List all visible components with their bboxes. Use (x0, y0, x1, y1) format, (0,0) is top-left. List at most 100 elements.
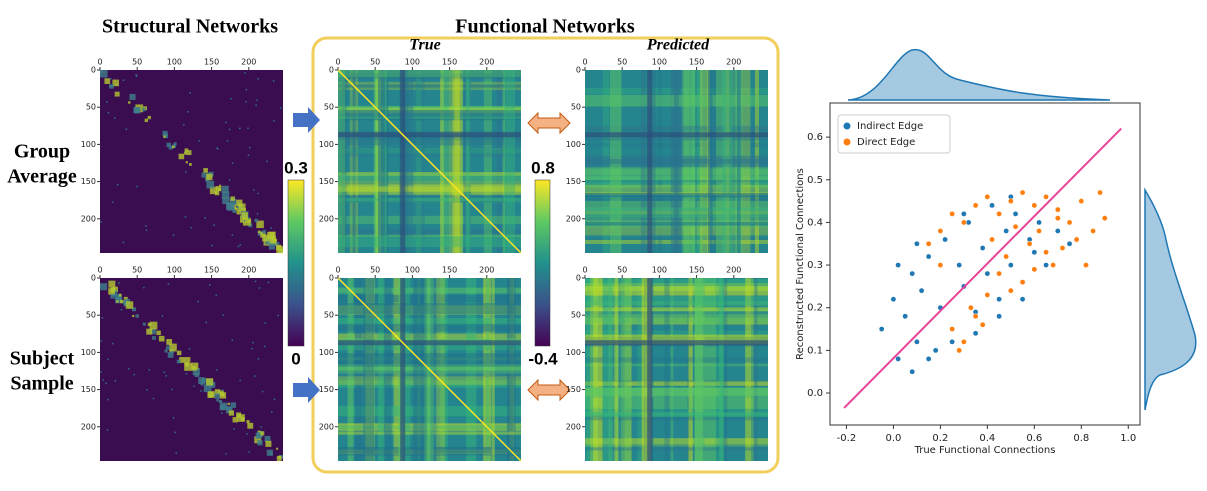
heatmap-band (722, 278, 728, 461)
heatmap-band (402, 278, 411, 461)
heatmap-band (641, 278, 652, 461)
heatmap-cell (100, 221, 102, 223)
heatmap-cell (235, 207, 238, 211)
heatmap-cell (166, 142, 171, 148)
heatmap-tick-label: 200 (726, 266, 741, 275)
point (961, 339, 967, 345)
heatmap-cell (147, 115, 151, 120)
heatmap-band (585, 363, 768, 367)
heatmap-band (585, 314, 768, 325)
heatmap-cell (230, 402, 237, 408)
heatmap-cell (230, 196, 235, 201)
point (989, 236, 995, 243)
heatmap-cell (248, 451, 251, 453)
heatmap-cell (166, 339, 173, 345)
heatmap-cell (198, 140, 201, 142)
heatmap-band (466, 278, 477, 461)
heatmap-cell (247, 422, 254, 429)
heatmap-cell (187, 111, 189, 113)
heatmap-band (341, 70, 346, 253)
point (996, 296, 1002, 302)
row-label: Sample (10, 373, 73, 395)
heatmap-cell (128, 101, 131, 104)
heatmap-band (502, 70, 506, 253)
heatmap-tick-label: 0 (576, 274, 581, 283)
heatmap-cell (109, 78, 112, 80)
heatmap-cell (106, 101, 108, 103)
heatmap-band (585, 159, 768, 164)
heatmap-tick-label: 50 (370, 266, 380, 275)
heatmap-cell (183, 124, 185, 126)
structural-title: Structural Networks (102, 16, 278, 38)
heatmap-band (585, 155, 768, 168)
heatmap-tick-label: 50 (132, 266, 142, 275)
heatmap-tick-label: 200 (81, 214, 96, 223)
point (1019, 279, 1026, 285)
heatmap-band (338, 73, 521, 78)
heatmap-cell (205, 321, 208, 324)
heatmap-band (670, 278, 674, 461)
heatmap-band (618, 278, 625, 461)
legend-marker (843, 122, 851, 130)
heatmap-cell (101, 285, 103, 288)
point (902, 313, 908, 320)
point (1090, 228, 1096, 234)
heatmap-band (585, 192, 768, 198)
heatmap-band (402, 70, 414, 253)
heatmap: 00 50 50 100 100 150 150 200 200 (81, 266, 283, 461)
heatmap-band (585, 278, 598, 461)
y-axis-label: Reconstructed Functional Connections (795, 168, 806, 360)
point (942, 236, 948, 243)
heatmap-cell (168, 343, 177, 352)
heatmap-cell (120, 309, 123, 311)
heatmap-cell (255, 104, 257, 106)
heatmap-cell (163, 371, 165, 374)
colorbar (287, 179, 305, 347)
heatmap-cell (164, 349, 168, 353)
heatmap-cell (239, 244, 241, 246)
heatmap-cell (147, 322, 152, 327)
heatmap-band (338, 431, 521, 435)
point (984, 292, 991, 298)
heatmap-cell (201, 172, 207, 178)
heatmap-cell (219, 404, 226, 411)
heatmap-band (585, 380, 768, 386)
heatmap-band (373, 70, 380, 253)
heatmap-cell (144, 118, 148, 123)
legend-label: Direct Edge (857, 137, 915, 148)
point (1066, 219, 1073, 226)
heatmap-cell (178, 153, 185, 160)
heatmap-band (694, 278, 703, 461)
heatmap-cell (172, 234, 175, 236)
heatmap-cell (201, 378, 206, 383)
heatmap-cell (110, 294, 115, 299)
point (1078, 198, 1085, 204)
heatmap-cell (133, 373, 136, 376)
heatmap-cell (112, 79, 120, 87)
heatmap-band (585, 136, 768, 141)
heatmap-cell (228, 179, 231, 181)
heatmap-cell (104, 78, 111, 84)
heatmap-band (377, 70, 389, 253)
heatmap-band (585, 94, 768, 107)
double-arrow (527, 378, 571, 402)
heatmap-cell (260, 431, 265, 436)
functional-frame (311, 36, 780, 474)
heatmap-band (338, 116, 521, 120)
point (1031, 266, 1038, 273)
heatmap-cell (185, 171, 187, 173)
heatmap-band (338, 294, 521, 303)
heatmap-cell (114, 91, 120, 97)
heatmap-cell (113, 117, 116, 119)
heatmap-cell (265, 440, 272, 447)
heatmap-band (338, 364, 521, 367)
point (1036, 228, 1042, 234)
heatmap-cell (148, 368, 151, 371)
heatmap-cell (264, 345, 266, 348)
heatmap-cell (203, 384, 212, 393)
heatmap-cell (229, 198, 237, 205)
x-tick-label: 0.0 (885, 433, 901, 444)
heatmap-band (400, 278, 406, 461)
heatmap-band (585, 278, 768, 291)
heatmap-cell (174, 431, 176, 434)
